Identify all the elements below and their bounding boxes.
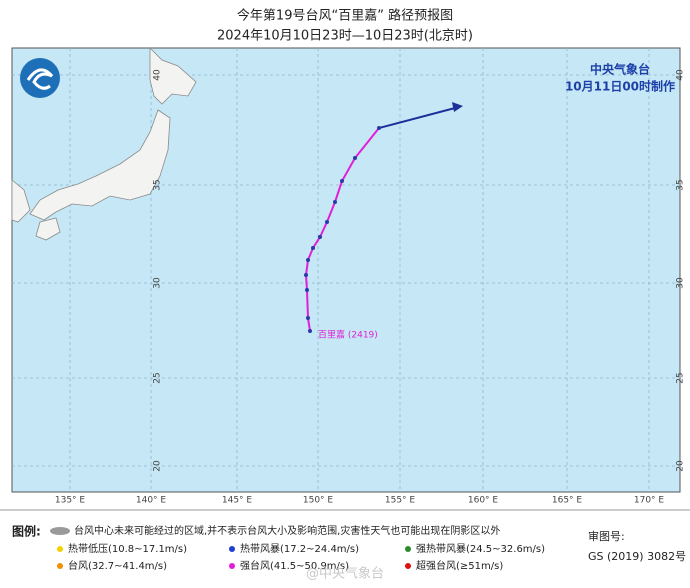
land [11, 47, 197, 241]
area-icon [50, 527, 70, 535]
legend-dot [229, 546, 235, 552]
legend-dot [405, 546, 411, 552]
lat-label: 40 [676, 69, 686, 81]
legend-item: 强热带风暴(24.5~32.6m/s) [416, 542, 545, 555]
agency: 中央气象台 [590, 62, 650, 77]
lon-label: 135° E [55, 496, 86, 506]
legend-dot [405, 563, 411, 569]
graticule [12, 48, 680, 492]
legend-area-note: 台风中心未来可能经过的区域,并不表示台风大小及影响范围,灾害性天气也可能出现在阴… [74, 524, 500, 537]
legend-panel [0, 510, 690, 588]
logo-mark [26, 68, 54, 90]
issued-time: 10月11日00时制作 [565, 79, 675, 94]
lon-label: 160° E [468, 496, 499, 506]
legend-item: 超强台风(≥51m/s) [416, 559, 503, 572]
review-label: 审图号: [588, 529, 625, 543]
storm-label: 百里嘉 (2419) [318, 329, 378, 341]
review-number: GS (2019) 3082号 [588, 550, 686, 563]
forecast-track [378, 107, 456, 129]
lat-label-inner: 30 [153, 277, 163, 289]
lon-label: 150° E [303, 496, 334, 506]
track-points [304, 126, 381, 333]
legend-dot [57, 546, 63, 552]
legend-heading: 图例: [12, 524, 41, 539]
title: 今年第19号台风“百里嘉” 路径预报图 [237, 8, 453, 24]
watermark: @中央气象台 [306, 566, 384, 582]
legend-item: 热带低压(10.8~17.1m/s) [68, 542, 187, 555]
lat-label-inner: 25 [153, 372, 163, 383]
lat-label: 25 [676, 372, 686, 383]
legend-item: 热带风暴(17.2~24.4m/s) [240, 542, 359, 555]
logo [20, 58, 60, 98]
legend-item: 强台风(41.5~50.9m/s) [240, 559, 349, 572]
lon-label: 145° E [222, 496, 253, 506]
legend-item: 台风(32.7~41.4m/s) [68, 559, 167, 572]
lon-label: 165° E [552, 496, 583, 506]
lat-label: 20 [676, 460, 686, 472]
lat-label: 30 [676, 277, 686, 289]
legend-dot [57, 563, 63, 569]
lon-label: 140° E [136, 496, 167, 506]
lat-label-inner: 35 [153, 179, 163, 190]
forecast-arrow [452, 102, 463, 112]
observed-track [304, 127, 380, 332]
lon-label: 170° E [634, 496, 665, 506]
lat-label-inner: 20 [153, 460, 163, 472]
lon-label: 155° E [385, 496, 416, 506]
legend-dot [229, 563, 235, 569]
subtitle: 2024年10月10日23时—10日23时(北京时) [217, 29, 473, 44]
ocean [11, 47, 681, 493]
lat-label-inner: 40 [153, 69, 163, 81]
lat-label: 35 [676, 179, 686, 190]
